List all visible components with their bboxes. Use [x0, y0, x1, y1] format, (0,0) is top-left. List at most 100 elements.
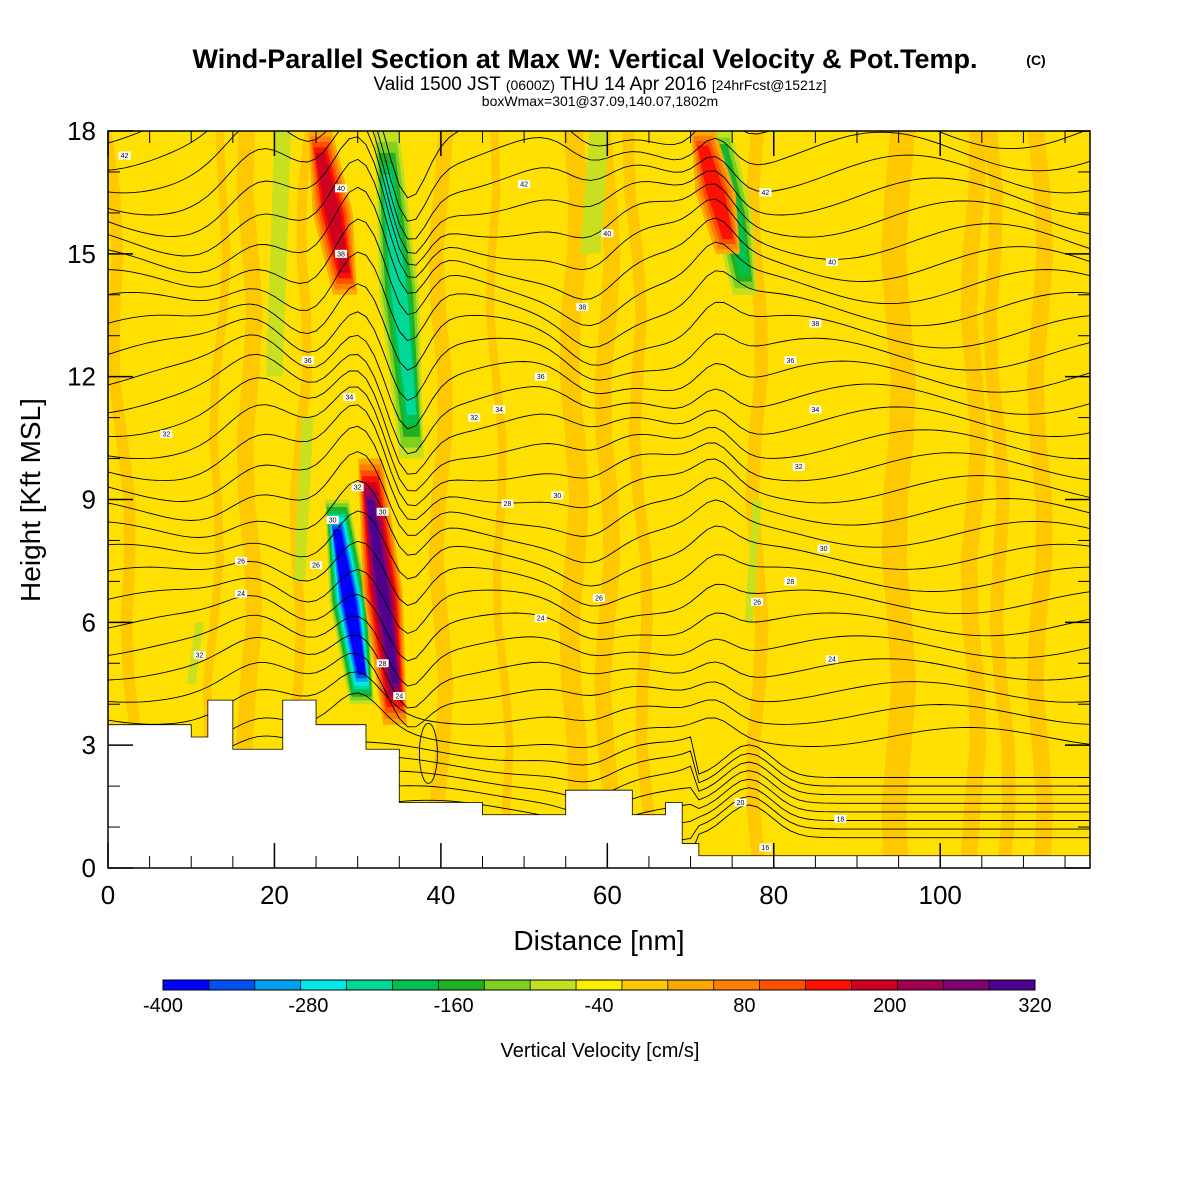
theta-label-text: 40 — [828, 260, 836, 267]
valid-date: THU 14 Apr 2016 — [560, 74, 707, 95]
y-tick-label: 9 — [82, 485, 96, 515]
theta-contour-label: 30 — [376, 507, 389, 516]
colorbar-tick-label: 80 — [733, 995, 755, 1017]
velocity-band — [983, 131, 1016, 868]
theta-contour-label: 34 — [343, 393, 356, 402]
theta-label-bg — [759, 188, 772, 197]
theta-contour-label: 24 — [235, 589, 248, 598]
theta-label-text: 28 — [787, 579, 795, 586]
theta-label-bg — [376, 507, 389, 516]
chart-title: Wind-Parallel Section at Max W: Vertical… — [193, 44, 978, 74]
theta-label-text: 30 — [379, 509, 387, 516]
theta-label-bg — [751, 597, 764, 606]
colorbar-swatch — [392, 980, 439, 990]
theta-contour-line — [108, 353, 1090, 455]
theta-label-bg — [301, 356, 314, 365]
theta-contour-line — [108, 158, 1090, 278]
theta-label-text: 32 — [162, 431, 170, 438]
theta-contour-line — [108, 218, 1090, 327]
theta-contour-label: 26 — [593, 593, 605, 602]
theta-contour-line — [108, 569, 1090, 635]
y-tick-label: 15 — [67, 239, 96, 269]
theta-contour-labels: 16 18 20 24 24 24 24 26 26 26 26 28 28 28 30 30 30 30 32 32… — [118, 151, 847, 852]
chart-subtitle: Valid 1500 JST (0600Z) THU 14 Apr 2016 [… — [373, 74, 826, 95]
colorbar-tick-label: -40 — [585, 995, 614, 1017]
theta-label-bg — [826, 655, 839, 664]
theta-label-text: 42 — [121, 153, 129, 160]
colorbar: -400 -280 -160 -40 80 200 320 — [143, 979, 1052, 1017]
theta-label-text: 36 — [537, 374, 545, 381]
colorbar-tick-label: 320 — [1018, 995, 1051, 1017]
theta-label-text: 20 — [737, 800, 745, 807]
theta-contour-label: 16 — [759, 843, 772, 852]
theta-contour-line — [108, 334, 1090, 430]
velocity-band — [266, 131, 292, 377]
theta-label-bg — [759, 843, 772, 852]
velocity-core-layer — [697, 145, 734, 240]
velocity-band — [744, 499, 762, 623]
theta-label-bg — [518, 180, 531, 189]
theta-label-bg — [343, 393, 356, 402]
theta-label-bg — [501, 499, 514, 508]
theta-contour-label: 36 — [784, 356, 797, 365]
theta-label-bg — [593, 593, 605, 602]
theta-contour-line — [108, 692, 1090, 749]
theta-contour-label: 34 — [493, 405, 506, 414]
theta-contour-label: 28 — [784, 577, 797, 586]
y-tick-label: 6 — [82, 607, 96, 637]
colorbar-swatch — [759, 980, 807, 990]
theta-contour-label: 40 — [335, 184, 348, 193]
y-axis-label: Height [Kft MSL] — [15, 398, 46, 602]
theta-label-bg — [235, 556, 248, 565]
colorbar-swatch — [805, 980, 852, 990]
y-tick-label: 12 — [67, 362, 96, 392]
theta-label-text: 24 — [828, 657, 836, 664]
theta-contour-label: 42 — [759, 188, 772, 197]
theta-label-text: 34 — [345, 395, 353, 402]
theta-label-text: 28 — [504, 501, 512, 508]
theta-contour-label: 26 — [751, 597, 764, 606]
theta-label-bg — [534, 614, 547, 623]
x-tick-label: 100 — [919, 880, 962, 910]
theta-contour-label: 24 — [826, 655, 839, 664]
theta-label-bg — [193, 651, 206, 660]
theta-contour-line — [108, 614, 1090, 687]
colorbar-tick-label: -400 — [143, 995, 183, 1017]
colorbar-swatch — [208, 980, 256, 990]
theta-contour-line — [108, 131, 1090, 240]
theta-label-bg — [817, 544, 830, 553]
theta-label-bg — [792, 462, 805, 471]
x-axis-label: Distance [nm] — [513, 925, 684, 956]
theta-label-bg — [809, 405, 822, 414]
colorbar-frame — [162, 979, 1036, 991]
theta-label-text: 32 — [196, 653, 204, 660]
theta-label-text: 24 — [237, 591, 245, 598]
colorbar-swatch — [163, 980, 210, 990]
theta-contour-label: 28 — [501, 499, 514, 508]
theta-contour-label: 20 — [734, 798, 747, 807]
theta-label-text: 30 — [553, 493, 561, 500]
theta-contour-label: 30 — [817, 544, 830, 553]
theta-contour-line — [108, 370, 1090, 475]
theta-label-text: 40 — [603, 231, 611, 238]
colorbar-swatch — [484, 980, 531, 990]
velocity-band — [485, 131, 514, 868]
theta-contour-line — [108, 540, 1090, 607]
velocity-core-layer — [366, 499, 399, 684]
valid-utc: (0600Z) — [506, 77, 555, 93]
colorbar-tick-label: -160 — [434, 995, 474, 1017]
colorbar-tick-label: -280 — [288, 995, 328, 1017]
theta-contour-line — [108, 479, 1090, 564]
theta-contour-label: 26 — [310, 561, 323, 570]
colorbar-label: Vertical Velocity [cm/s] — [501, 1040, 700, 1062]
velocity-bands — [108, 131, 1054, 868]
theta-label-bg — [235, 589, 248, 598]
colorbar-swatch — [438, 980, 485, 990]
x-tick-label: 20 — [260, 880, 289, 910]
theta-label-bg — [118, 151, 131, 160]
theta-label-bg — [326, 515, 339, 524]
colorbar-swatch — [576, 980, 623, 990]
theta-contour-label: 24 — [393, 692, 406, 701]
theta-label-bg — [351, 483, 364, 492]
theta-label-text: 38 — [811, 321, 819, 328]
